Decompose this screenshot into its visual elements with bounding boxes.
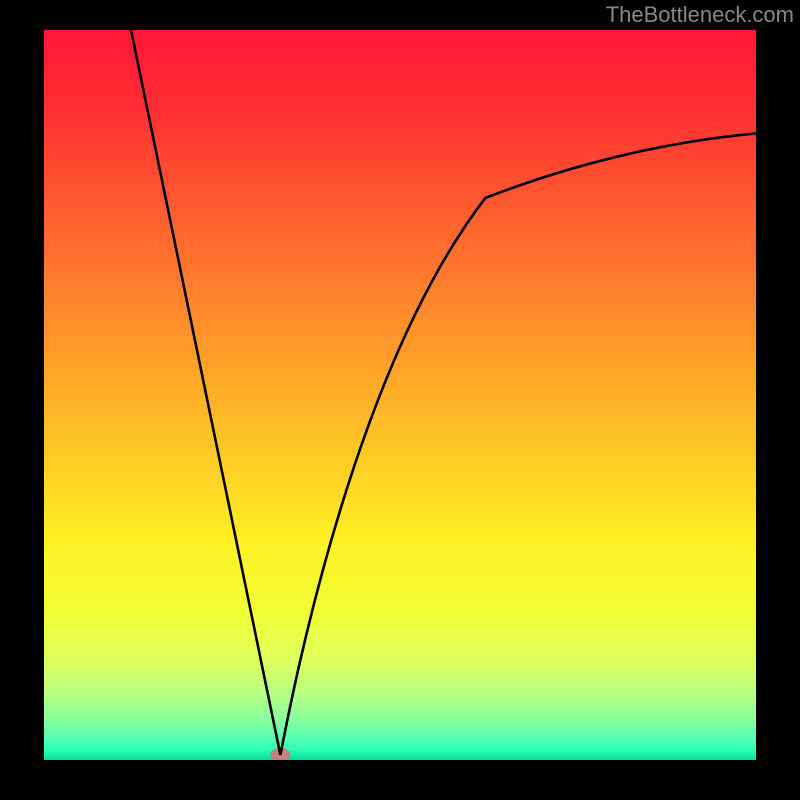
chart-svg bbox=[0, 0, 800, 800]
watermark-text: TheBottleneck.com bbox=[606, 2, 794, 28]
chart-container: TheBottleneck.com bbox=[0, 0, 800, 800]
plot-background bbox=[44, 30, 756, 760]
